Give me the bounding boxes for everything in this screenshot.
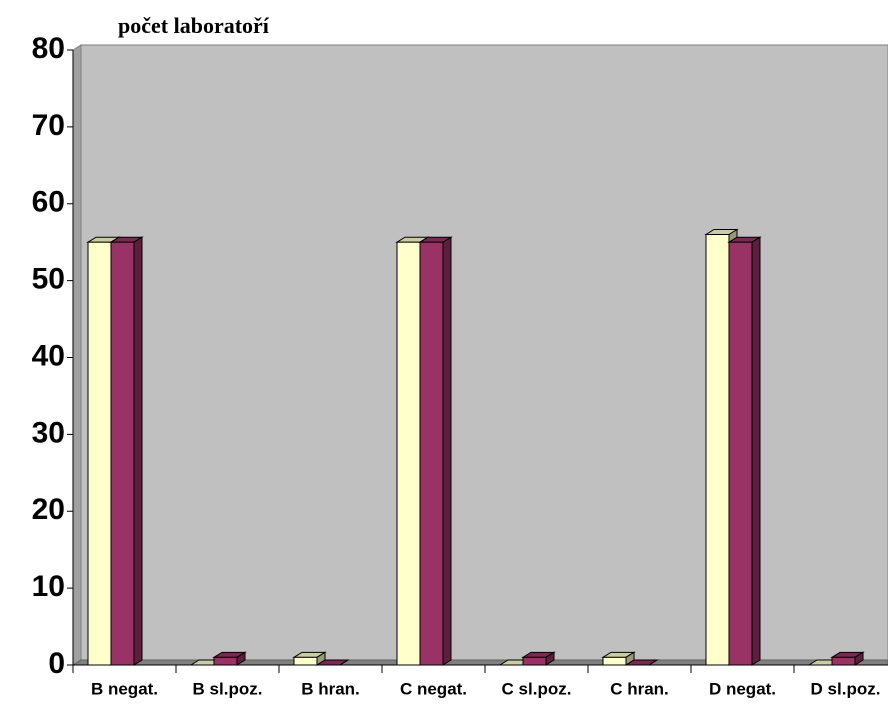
bar xyxy=(87,241,112,666)
bar-side xyxy=(751,236,761,666)
bar xyxy=(213,656,238,666)
y-tick-label: 30 xyxy=(32,416,65,449)
y-tick-label: 60 xyxy=(32,186,65,219)
x-tick-label: B hran. xyxy=(301,679,360,698)
y-tick-label: 20 xyxy=(32,493,65,526)
x-tick-label: C hran. xyxy=(610,679,669,698)
y-axis-title: počet laboratoří xyxy=(118,13,270,38)
x-tick-label: C negat. xyxy=(400,679,467,698)
bar xyxy=(831,656,856,666)
bar-side xyxy=(133,236,143,666)
bar-side xyxy=(339,659,349,666)
back-wall xyxy=(80,44,888,661)
bar xyxy=(419,241,444,666)
bar-side xyxy=(648,659,658,666)
y-tick-label: 80 xyxy=(32,32,65,65)
bar-side xyxy=(442,236,452,666)
bar xyxy=(396,241,421,666)
x-tick-label: B sl.poz. xyxy=(193,679,263,698)
y-tick-label: 70 xyxy=(32,109,65,142)
bar xyxy=(522,656,547,666)
y-tick-label: 10 xyxy=(32,570,65,603)
x-tick-label: D sl.poz. xyxy=(811,679,881,698)
x-tick-label: B negat. xyxy=(91,679,158,698)
bar xyxy=(728,241,753,666)
bar xyxy=(293,656,318,666)
y-tick-label: 40 xyxy=(32,339,65,372)
y-tick-label: 0 xyxy=(48,647,65,680)
bar xyxy=(110,241,135,666)
x-tick-label: D negat. xyxy=(709,679,776,698)
bar xyxy=(705,234,730,666)
x-tick-label: C sl.poz. xyxy=(502,679,572,698)
side-wall xyxy=(72,44,82,666)
y-tick-label: 50 xyxy=(32,263,65,296)
bar xyxy=(602,656,627,666)
